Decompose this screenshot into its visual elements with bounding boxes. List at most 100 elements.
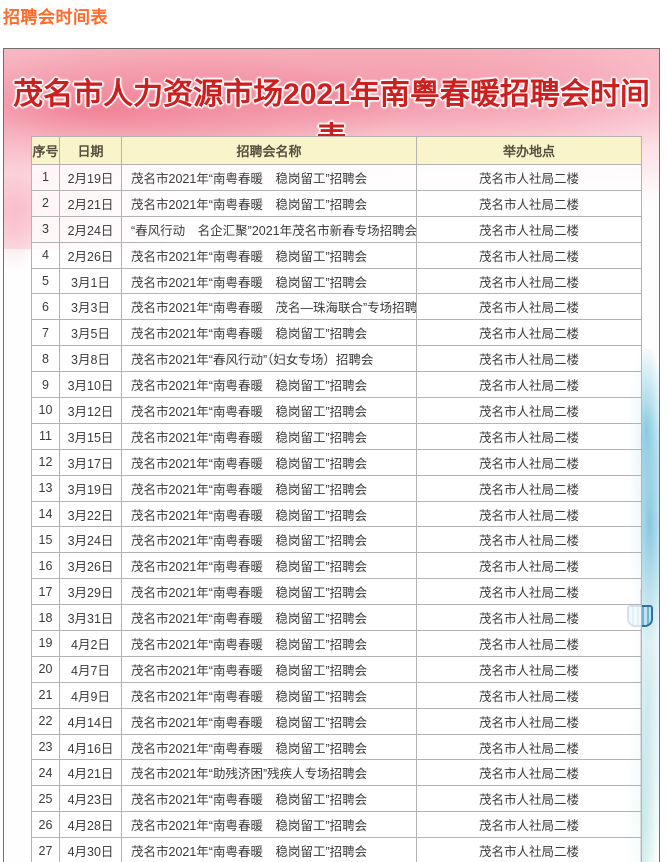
cell-num: 18 <box>31 604 60 632</box>
cell-venue: 茂名市人社局二楼 <box>416 319 642 347</box>
table-row: 3 2月24日 “春风行动 名企汇聚”2021年茂名市新春专场招聘会 茂名市人社局二楼 <box>31 215 642 243</box>
cell-venue: 茂名市人社局二楼 <box>416 215 642 243</box>
table-row: 7 3月5日 茂名市2021年“南粤春暖 稳岗留工”招聘会 茂名市人社局二楼 <box>31 319 642 347</box>
col-header-number: 序号 <box>31 136 60 165</box>
cell-name: 茂名市2021年“南粤春暖 稳岗留工”招聘会 <box>121 267 417 295</box>
cell-name: 茂名市2021年“南粤春暖 稳岗留工”招聘会 <box>121 164 417 191</box>
cell-venue: 茂名市人社局二楼 <box>416 759 642 787</box>
cell-venue: 茂名市人社局二楼 <box>416 733 642 761</box>
cell-date: 3月19日 <box>59 474 122 502</box>
table-row: 2 2月21日 茂名市2021年“南粤春暖 稳岗留工”招聘会 茂名市人社局二楼 <box>31 189 642 217</box>
cell-date: 3月15日 <box>59 422 122 450</box>
cell-date: 3月3日 <box>59 293 122 321</box>
table-row: 9 3月10日 茂名市2021年“南粤春暖 稳岗留工”招聘会 茂名市人社局二楼 <box>31 371 642 399</box>
cell-num: 3 <box>31 215 60 243</box>
cell-name: 茂名市2021年“南粤春暖 稳岗留工”招聘会 <box>121 474 417 502</box>
table-row: 26 4月28日 茂名市2021年“南粤春暖 稳岗留工”招聘会 茂名市人社局二楼 <box>31 811 642 839</box>
cell-num: 11 <box>31 422 60 450</box>
cell-name: 茂名市2021年“南粤春暖 稳岗留工”招聘会 <box>121 526 417 554</box>
cell-num: 6 <box>31 293 60 321</box>
cell-date: 3月1日 <box>59 267 122 295</box>
table-row: 18 3月31日 茂名市2021年“南粤春暖 稳岗留工”招聘会 茂名市人社局二楼 <box>31 604 642 632</box>
cell-venue: 茂名市人社局二楼 <box>416 164 642 191</box>
cell-name: 茂名市2021年“南粤春暖 稳岗留工”招聘会 <box>121 241 417 269</box>
cell-name: 茂名市2021年“南粤春暖 稳岗留工”招聘会 <box>121 785 417 813</box>
table-row: 12 3月17日 茂名市2021年“南粤春暖 稳岗留工”招聘会 茂名市人社局二楼 <box>31 448 642 476</box>
cell-num: 17 <box>31 578 60 606</box>
cell-num: 14 <box>31 500 60 528</box>
cell-venue: 茂名市人社局二楼 <box>416 811 642 839</box>
cell-date: 3月24日 <box>59 526 122 554</box>
cell-name: 茂名市2021年“南粤春暖 茂名—珠海联合”专场招聘会 <box>121 293 417 321</box>
cell-name: 茂名市2021年“南粤春暖 稳岗留工”招聘会 <box>121 681 417 709</box>
cell-venue: 茂名市人社局二楼 <box>416 189 642 217</box>
cell-name: 茂名市2021年“南粤春暖 稳岗留工”招聘会 <box>121 500 417 528</box>
cell-venue: 茂名市人社局二楼 <box>416 397 642 424</box>
table-row: 17 3月29日 茂名市2021年“南粤春暖 稳岗留工”招聘会 茂名市人社局二楼 <box>31 578 642 606</box>
page-title: 招聘会时间表 <box>3 8 108 27</box>
cell-venue: 茂名市人社局二楼 <box>416 604 642 632</box>
cell-name: 茂名市2021年“南粤春暖 稳岗留工”招聘会 <box>121 448 417 476</box>
table-row: 8 3月8日 茂名市2021年“春风行动”（妇女专场）招聘会 茂名市人社局二楼 <box>31 345 642 373</box>
col-header-venue: 举办地点 <box>416 136 642 165</box>
cell-venue: 茂名市人社局二楼 <box>416 422 642 450</box>
cell-num: 25 <box>31 785 60 813</box>
cell-num: 10 <box>31 397 60 424</box>
cell-num: 22 <box>31 707 60 735</box>
table-row: 11 3月15日 茂名市2021年“南粤春暖 稳岗留工”招聘会 茂名市人社局二楼 <box>31 422 642 450</box>
cell-venue: 茂名市人社局二楼 <box>416 474 642 502</box>
cell-venue: 茂名市人社局二楼 <box>416 526 642 554</box>
col-header-fair-name: 招聘会名称 <box>121 136 417 165</box>
cell-name: 茂名市2021年“助残济困”残疾人专场招聘会 <box>121 759 417 787</box>
cell-date: 3月29日 <box>59 578 122 606</box>
cell-num: 24 <box>31 759 60 787</box>
cell-name: 茂名市2021年“南粤春暖 稳岗留工”招聘会 <box>121 811 417 839</box>
cell-date: 4月2日 <box>59 630 122 657</box>
cell-name: 茂名市2021年“南粤春暖 稳岗留工”招聘会 <box>121 578 417 606</box>
cell-num: 1 <box>31 164 60 191</box>
cell-date: 4月30日 <box>59 837 122 862</box>
cell-name: 茂名市2021年“南粤春暖 稳岗留工”招聘会 <box>121 655 417 683</box>
cell-num: 8 <box>31 345 60 373</box>
cell-name: 茂名市2021年“南粤春暖 稳岗留工”招聘会 <box>121 189 417 217</box>
cell-date: 3月17日 <box>59 448 122 476</box>
table-row: 20 4月7日 茂名市2021年“南粤春暖 稳岗留工”招聘会 茂名市人社局二楼 <box>31 655 642 683</box>
cell-venue: 茂名市人社局二楼 <box>416 707 642 735</box>
cell-date: 3月22日 <box>59 500 122 528</box>
cell-num: 27 <box>31 837 60 862</box>
cell-venue: 茂名市人社局二楼 <box>416 655 642 683</box>
cell-venue: 茂名市人社局二楼 <box>416 293 642 321</box>
cell-name: 茂名市2021年“南粤春暖 稳岗留工”招聘会 <box>121 397 417 424</box>
cell-num: 19 <box>31 630 60 657</box>
table-row: 1 2月19日 茂名市2021年“南粤春暖 稳岗留工”招聘会 茂名市人社局二楼 <box>31 164 642 191</box>
table-row: 5 3月1日 茂名市2021年“南粤春暖 稳岗留工”招聘会 茂名市人社局二楼 <box>31 267 642 295</box>
cell-venue: 茂名市人社局二楼 <box>416 552 642 580</box>
cell-name: 茂名市2021年“南粤春暖 稳岗留工”招聘会 <box>121 604 417 632</box>
cell-date: 4月28日 <box>59 811 122 839</box>
cell-venue: 茂名市人社局二楼 <box>416 578 642 606</box>
cell-num: 21 <box>31 681 60 709</box>
schedule-table: 序号 日期 招聘会名称 举办地点 1 2月19日 茂名市2021年“南粤春暖 稳岗留… <box>31 136 642 862</box>
cell-venue: 茂名市人社局二楼 <box>416 630 642 657</box>
cell-date: 3月10日 <box>59 371 122 399</box>
table-row: 15 3月24日 茂名市2021年“南粤春暖 稳岗留工”招聘会 茂名市人社局二楼 <box>31 526 642 554</box>
cell-num: 2 <box>31 189 60 217</box>
table-row: 27 4月30日 茂名市2021年“南粤春暖 稳岗留工”招聘会 茂名市人社局二楼 <box>31 837 642 862</box>
cell-num: 7 <box>31 319 60 347</box>
cell-venue: 茂名市人社局二楼 <box>416 837 642 862</box>
cell-num: 9 <box>31 371 60 399</box>
cell-date: 2月26日 <box>59 241 122 269</box>
table-row: 22 4月14日 茂名市2021年“南粤春暖 稳岗留工”招聘会 茂名市人社局二楼 <box>31 707 642 735</box>
cell-num: 4 <box>31 241 60 269</box>
cell-name: 茂名市2021年“南粤春暖 稳岗留工”招聘会 <box>121 319 417 347</box>
cell-venue: 茂名市人社局二楼 <box>416 267 642 295</box>
cell-name: 茂名市2021年“南粤春暖 稳岗留工”招聘会 <box>121 837 417 862</box>
cell-venue: 茂名市人社局二楼 <box>416 448 642 476</box>
cell-date: 3月26日 <box>59 552 122 580</box>
cell-num: 5 <box>31 267 60 295</box>
cell-name: 茂名市2021年“南粤春暖 稳岗留工”招聘会 <box>121 552 417 580</box>
cell-name: 茂名市2021年“南粤春暖 稳岗留工”招聘会 <box>121 371 417 399</box>
cell-name: 茂名市2021年“南粤春暖 稳岗留工”招聘会 <box>121 707 417 735</box>
table-row: 23 4月16日 茂名市2021年“南粤春暖 稳岗留工”招聘会 茂名市人社局二楼 <box>31 733 642 761</box>
cell-name: 茂名市2021年“南粤春暖 稳岗留工”招聘会 <box>121 733 417 761</box>
